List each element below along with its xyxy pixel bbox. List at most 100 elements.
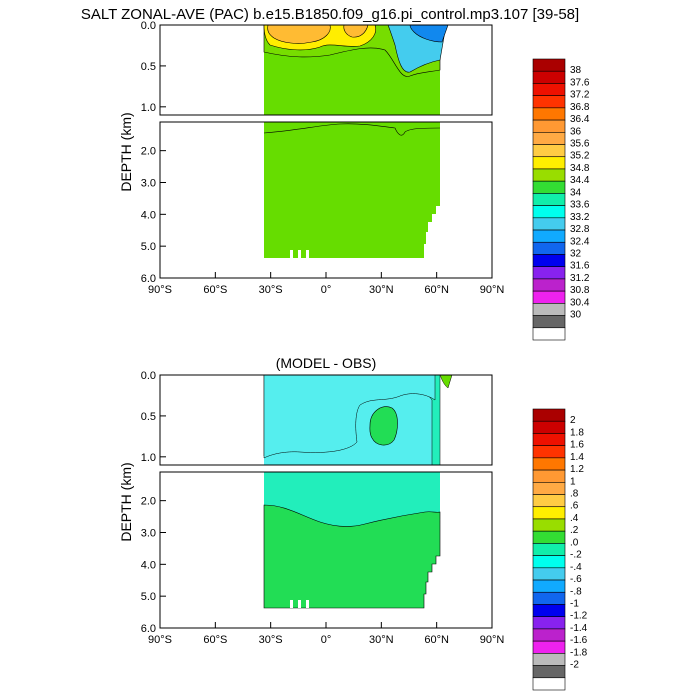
bottom-lower-green-fill bbox=[263, 504, 441, 609]
colorbar-label: 35.2 bbox=[570, 151, 590, 162]
colorbar-swatch bbox=[532, 433, 566, 446]
colorbar-label: .2 bbox=[570, 525, 579, 536]
colorbar-swatch bbox=[532, 266, 566, 280]
colorbar-swatch bbox=[532, 677, 566, 691]
top-y-lower-ticks: 2.0 3.0 4.0 5.0 6.0 bbox=[141, 146, 166, 285]
colorbar-label: -1 bbox=[570, 599, 579, 610]
colorbar-swatch bbox=[532, 640, 566, 654]
colorbar-swatch bbox=[532, 290, 566, 304]
colorbar-swatch bbox=[532, 579, 566, 593]
bottom-lower-gap-1 bbox=[290, 600, 293, 608]
colorbar-swatch bbox=[532, 482, 566, 495]
colorbar-label: -.2 bbox=[570, 550, 582, 561]
colorbar-label: 31.6 bbox=[570, 261, 590, 272]
colorbar-swatch bbox=[532, 518, 566, 532]
colorbar-label: 1.8 bbox=[570, 427, 584, 438]
colorbar-swatch bbox=[532, 327, 566, 341]
y-tick-label: 0.5 bbox=[141, 411, 156, 423]
x-tick-label: 90°S bbox=[148, 634, 172, 646]
bottom-upper-corner-green bbox=[439, 374, 453, 389]
colorbar-label: 34.4 bbox=[570, 175, 590, 186]
colorbar-label: 36.8 bbox=[570, 102, 590, 113]
top-lower-green-fill bbox=[264, 122, 440, 258]
bottom-y-axis-label: DEPTH (km) bbox=[118, 462, 134, 541]
colorbar-swatch bbox=[532, 616, 566, 630]
y-tick-label: 1.0 bbox=[141, 452, 156, 464]
bottom-x-ticks: 90°S 60°S 30°S 0° 30°N 60°N 90°N bbox=[148, 622, 504, 646]
top-panel: SALT ZONAL-AVE (PAC) b.e15.B1850.f09_g16… bbox=[81, 6, 590, 341]
colorbar-swatch bbox=[532, 457, 566, 471]
bottom-panel: (MODEL - OBS) DEPTH (km) 0.00.51.0 2.03.… bbox=[118, 355, 588, 691]
colorbar-swatch bbox=[532, 591, 566, 605]
colorbar-label: 36 bbox=[570, 126, 582, 137]
colorbar-swatch bbox=[532, 193, 566, 206]
colorbar-label: 1.2 bbox=[570, 464, 584, 475]
y-tick-label: 1.0 bbox=[141, 102, 156, 114]
bottom-y-lower-ticks: 2.0 3.0 4.0 5.0 6.0 bbox=[141, 496, 166, 635]
colorbar-label: 37.6 bbox=[570, 77, 590, 88]
colorbar-label: 30.8 bbox=[570, 285, 590, 296]
y-tick-label: 3.0 bbox=[141, 177, 156, 189]
x-tick-label: 30°S bbox=[259, 634, 283, 646]
colorbar-label: 36.4 bbox=[570, 114, 590, 125]
colorbar-swatch bbox=[532, 665, 566, 679]
bottom-panel-title: (MODEL - OBS) bbox=[276, 355, 377, 371]
colorbar-swatch bbox=[532, 95, 566, 109]
colorbar-swatch bbox=[532, 180, 566, 194]
colorbar-swatch bbox=[532, 217, 566, 231]
colorbar-label: 30.4 bbox=[570, 297, 590, 308]
bottom-upper-green-blob bbox=[369, 406, 398, 446]
colorbar-label: 33.6 bbox=[570, 200, 590, 211]
colorbar-label: 1 bbox=[570, 476, 576, 487]
colorbar-swatch bbox=[532, 494, 566, 508]
colorbar-label: 2 bbox=[570, 415, 576, 426]
colorbar-swatch bbox=[532, 506, 566, 520]
colorbar-label: 34.8 bbox=[570, 163, 590, 174]
colorbar-swatch bbox=[532, 58, 566, 72]
bottom-lower-gap-2 bbox=[298, 600, 301, 608]
colorbar-label: .6 bbox=[570, 501, 579, 512]
colorbar-swatch bbox=[532, 156, 566, 170]
colorbar-swatch bbox=[532, 278, 566, 292]
colorbar-swatch bbox=[532, 132, 566, 145]
top-upper-field bbox=[263, 24, 449, 115]
bottom-lower-gap-3 bbox=[306, 600, 309, 608]
colorbar-label: 34 bbox=[570, 187, 582, 198]
y-tick-label: 6.0 bbox=[141, 273, 156, 285]
colorbar-swatch bbox=[532, 303, 566, 316]
x-tick-label: 0° bbox=[321, 284, 332, 296]
colorbar-label: 38 bbox=[570, 65, 582, 76]
bottom-lower-field bbox=[263, 472, 441, 609]
colorbar-swatch bbox=[532, 420, 566, 434]
colorbar-label: -1.8 bbox=[570, 647, 588, 658]
x-tick-label: 90°N bbox=[480, 284, 505, 296]
colorbar-swatch bbox=[532, 530, 566, 544]
colorbar-swatch bbox=[532, 469, 566, 483]
y-tick-label: 2.0 bbox=[141, 496, 156, 508]
colorbar-swatch bbox=[532, 567, 566, 581]
colorbar-label: 33.2 bbox=[570, 212, 590, 223]
x-tick-label: 0° bbox=[321, 634, 332, 646]
x-tick-label: 30°S bbox=[259, 284, 283, 296]
colorbar-label: 32.8 bbox=[570, 224, 590, 235]
colorbar-swatch bbox=[532, 144, 566, 158]
colorbar-label: -1.4 bbox=[570, 623, 588, 634]
colorbar-label: -2 bbox=[570, 660, 579, 671]
bottom-y-upper-ticks: 0.0 0.5 1.0 bbox=[141, 370, 166, 464]
colorbar-swatch bbox=[532, 229, 566, 243]
colorbar-label: 32 bbox=[570, 249, 582, 260]
colorbar-label: .8 bbox=[570, 489, 579, 500]
colorbar-label: 35.6 bbox=[570, 139, 590, 150]
colorbar-swatch bbox=[532, 628, 566, 642]
x-tick-label: 60°N bbox=[424, 634, 449, 646]
y-tick-label: 6.0 bbox=[141, 623, 156, 635]
y-tick-label: 4.0 bbox=[141, 559, 156, 571]
x-tick-label: 90°S bbox=[148, 284, 172, 296]
top-lower-gap-1 bbox=[290, 250, 293, 258]
colorbar-label: -1.2 bbox=[570, 611, 588, 622]
top-x-ticks: 90°S 60°S 30°S 0° 30°N 60°N 90°N bbox=[148, 272, 504, 296]
colorbar-swatch bbox=[532, 83, 566, 96]
colorbar-label: 1.6 bbox=[570, 440, 584, 451]
colorbar-label: 37.2 bbox=[570, 90, 590, 101]
